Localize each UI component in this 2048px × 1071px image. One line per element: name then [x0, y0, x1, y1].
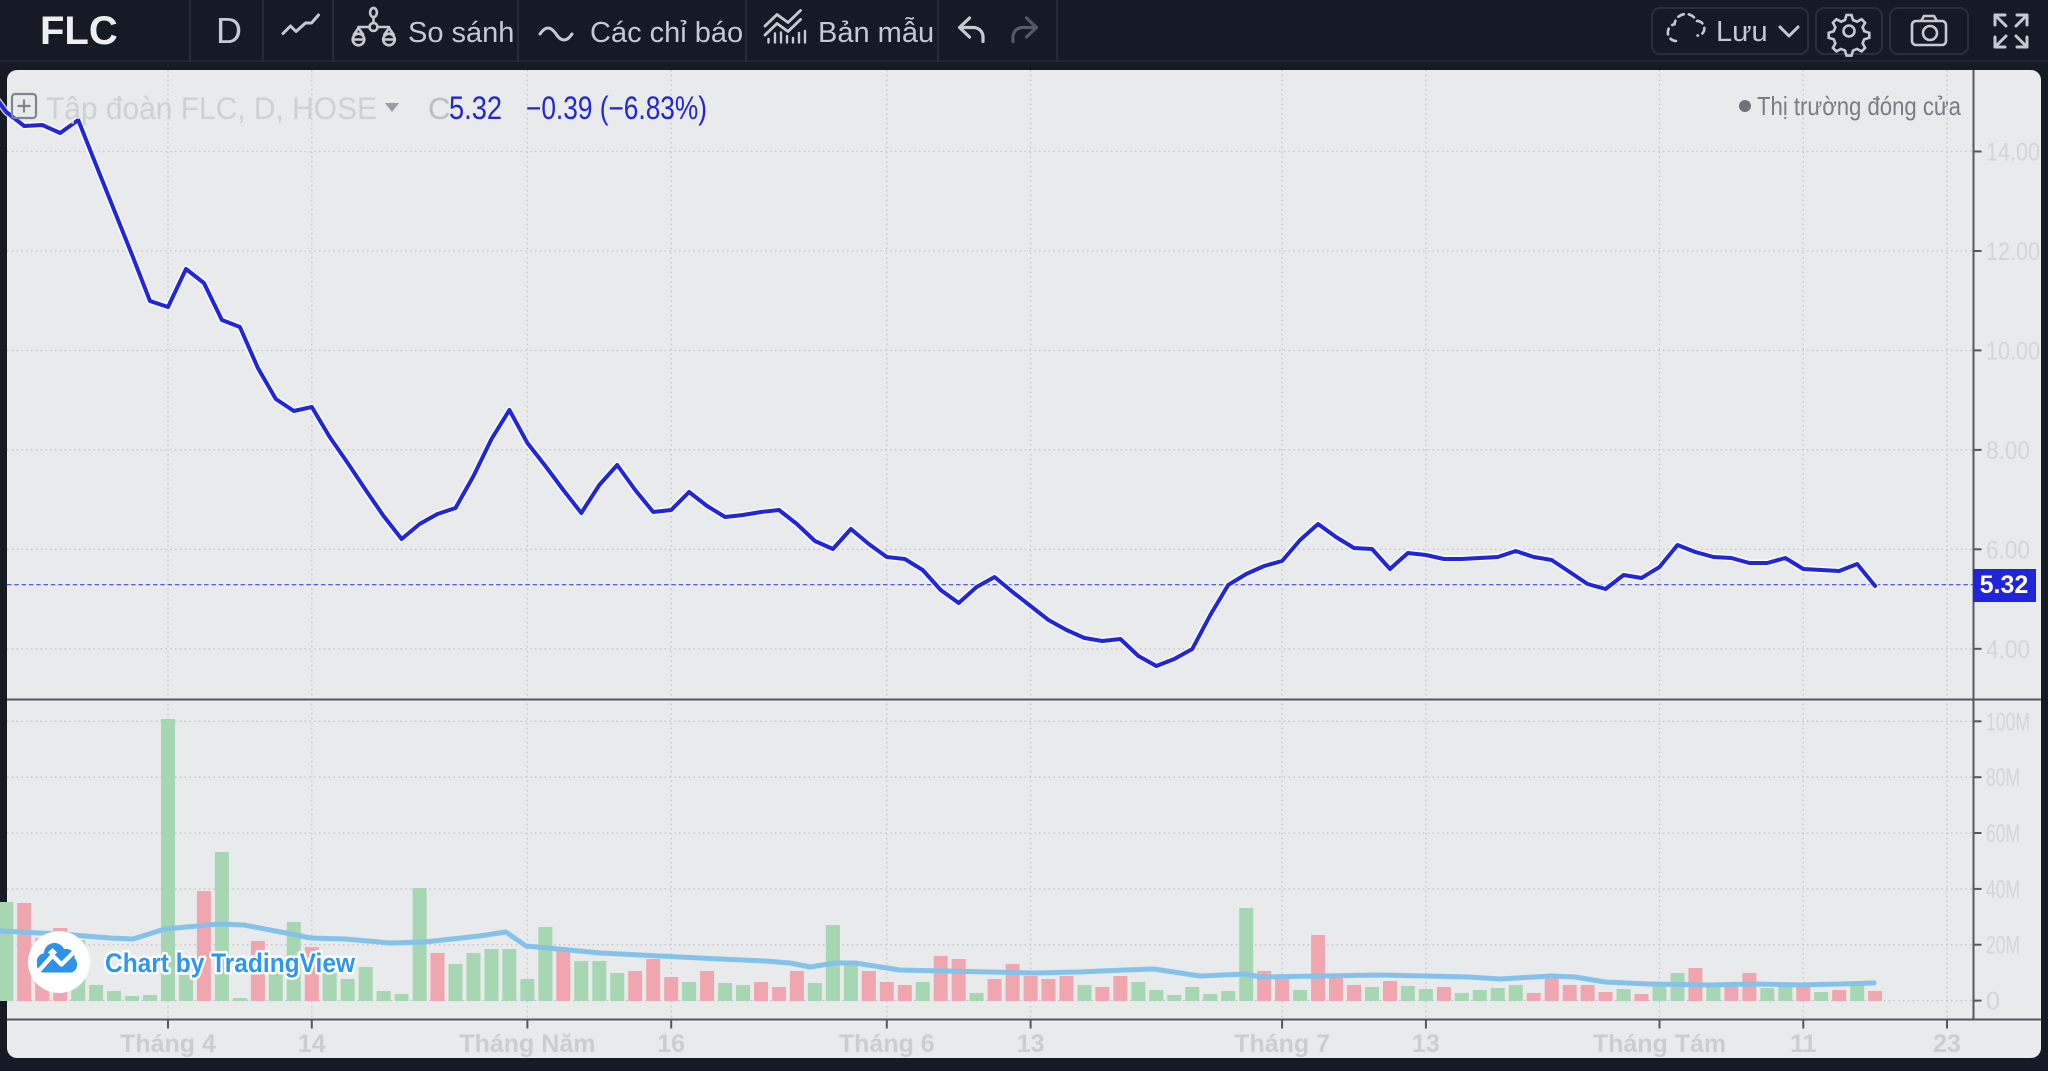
svg-text:Chart by TradingView: Chart by TradingView [105, 948, 355, 978]
svg-text:100M: 100M [1986, 708, 2030, 736]
svg-text:Tháng 6: Tháng 6 [839, 1030, 935, 1058]
svg-text:Tháng 7: Tháng 7 [1234, 1030, 1330, 1058]
svg-text:20M: 20M [1986, 932, 2020, 960]
svg-text:Tháng Tám: Tháng Tám [1593, 1030, 1726, 1058]
svg-text:Tháng Năm: Tháng Năm [459, 1030, 595, 1058]
svg-text:C: C [428, 91, 450, 126]
svg-text:Tháng 4: Tháng 4 [120, 1030, 216, 1058]
svg-text:8.00: 8.00 [1986, 437, 2030, 465]
svg-text:12.00: 12.00 [1986, 238, 2040, 266]
svg-text:60M: 60M [1986, 820, 2020, 848]
svg-text:80M: 80M [1986, 764, 2020, 792]
svg-text:Thị trường đóng cửa: Thị trường đóng cửa [1757, 91, 1961, 121]
svg-text:−0.39 (−6.83%): −0.39 (−6.83%) [526, 90, 707, 126]
svg-text:Các chỉ báo: Các chỉ báo [590, 17, 743, 49]
svg-text:0: 0 [1986, 988, 2000, 1016]
svg-text:Tập đoàn FLC, D, HOSE: Tập đoàn FLC, D, HOSE [46, 90, 377, 126]
svg-text:5.32: 5.32 [1980, 571, 2029, 599]
svg-text:11: 11 [1790, 1030, 1817, 1058]
svg-text:13: 13 [1017, 1030, 1045, 1058]
svg-text:So sánh: So sánh [408, 17, 514, 49]
svg-text:6.00: 6.00 [1986, 536, 2030, 564]
svg-text:4.00: 4.00 [1986, 636, 2030, 664]
svg-text:Lưu: Lưu [1716, 16, 1768, 48]
svg-text:23: 23 [1933, 1030, 1961, 1058]
svg-text:13: 13 [1412, 1030, 1440, 1058]
svg-text:14: 14 [298, 1030, 326, 1058]
svg-text:D: D [216, 10, 242, 51]
svg-text:5.32: 5.32 [449, 90, 502, 126]
svg-text:16: 16 [657, 1030, 685, 1058]
svg-text:10.00: 10.00 [1986, 337, 2040, 365]
svg-text:14.00: 14.00 [1986, 139, 2040, 167]
svg-text:FLC: FLC [40, 9, 118, 53]
svg-text:Bản mẫu: Bản mẫu [818, 16, 934, 49]
svg-text:40M: 40M [1986, 876, 2020, 904]
